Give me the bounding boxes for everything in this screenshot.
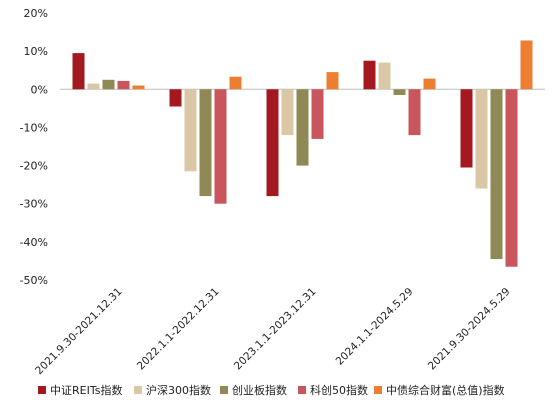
bar (229, 76, 242, 90)
bar (281, 89, 294, 136)
bar (102, 79, 115, 90)
bar (505, 89, 518, 267)
y-tick-label: -30% (20, 198, 48, 211)
legend-label: 科创50指数 (310, 383, 368, 397)
bar (266, 89, 279, 197)
x-axis-labels: 2021.9.30-2021.12.31 2022.1.1-2022.12.31 2… (33, 286, 512, 377)
bar (72, 53, 85, 90)
x-tick-label: 2022.1.1-2022.12.31 (135, 286, 222, 373)
x-tick-label: 2023.1.1-2023.12.31 (232, 286, 319, 373)
bar (296, 89, 309, 166)
bar (393, 89, 406, 95)
legend-swatch (38, 386, 46, 394)
legend: 中证REITs指数 沪深300指数 创业板指数 科创50指数 中债综合财富(总值)指数 (38, 383, 505, 397)
y-tick-label: -40% (20, 236, 48, 249)
bar (460, 89, 473, 168)
bar (490, 89, 503, 259)
bar (475, 89, 488, 189)
legend-label: 中证REITs指数 (50, 383, 122, 397)
y-tick-label: 10% (24, 45, 48, 58)
y-tick-label: -20% (20, 160, 48, 173)
bar (423, 78, 436, 90)
bar (326, 72, 339, 90)
bar (214, 89, 227, 204)
legend-label: 创业板指数 (232, 383, 287, 397)
bar (169, 89, 182, 107)
legend-label: 中债综合财富(总值)指数 (386, 383, 505, 397)
bar (199, 89, 212, 197)
x-tick-label: 2021.9.30-2021.12.31 (33, 286, 124, 377)
bar (520, 40, 533, 90)
y-tick-label: 0% (31, 83, 48, 96)
bar (311, 89, 324, 139)
bar (117, 80, 130, 90)
bar (184, 89, 197, 172)
y-axis-ticks: 20% 10% 0% -10% -20% -30% -40% -50% (20, 7, 48, 287)
bars (72, 40, 533, 267)
bar (132, 85, 145, 90)
bar (87, 83, 100, 90)
legend-swatch (220, 386, 228, 394)
legend-swatch (298, 386, 306, 394)
x-tick-label: 2021.9.30-2024.5.29 (426, 286, 513, 373)
y-tick-label: -10% (20, 121, 48, 134)
x-tick-label: 2024.1.1-2024.5.29 (334, 286, 416, 368)
legend-swatch (374, 386, 382, 394)
bar (363, 60, 376, 90)
y-tick-label: -50% (20, 274, 48, 287)
bar (378, 62, 391, 90)
legend-label: 沪深300指数 (146, 383, 211, 397)
bar (408, 89, 421, 136)
y-tick-label: 20% (24, 7, 48, 20)
legend-swatch (134, 386, 142, 394)
